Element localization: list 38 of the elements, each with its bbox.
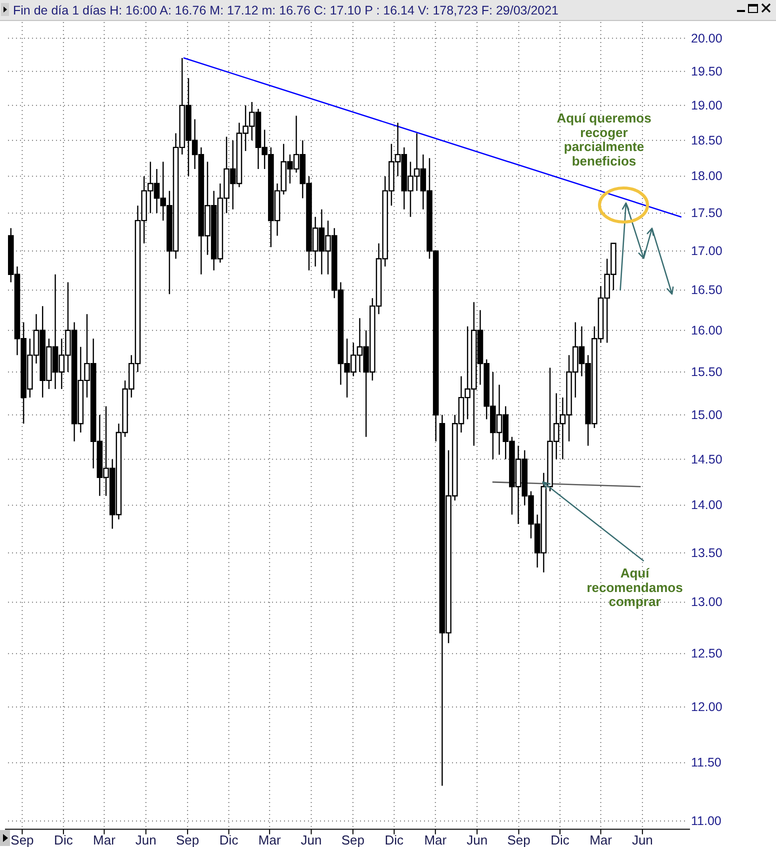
- y-tick-label: 18.00: [691, 169, 722, 184]
- chart-title: Fin de día 1 días H: 16:00 A: 16.76 M: 17.12 m: 16.76 C: 17.10 P : 16.14 V: 178,723 F: 29/03/2021: [13, 4, 559, 18]
- x-tick-label: Dic: [219, 832, 239, 847]
- y-tick-label: 16.50: [691, 283, 722, 298]
- y-tick-label: 15.00: [691, 408, 722, 422]
- annotation: Aquí queremos recoger parcialmente beneficios: [556, 110, 652, 168]
- y-tick-label: 11.50: [691, 756, 722, 770]
- x-tick-label: Sep: [176, 832, 200, 847]
- y-tick-label: 20.00: [691, 31, 722, 46]
- y-tick-label: 12.50: [691, 646, 722, 661]
- y-tick-label: 16.00: [691, 323, 722, 338]
- x-tick-label: Sep: [341, 832, 365, 847]
- x-tick-label: Dic: [550, 832, 570, 847]
- x-tick-label: Jun: [632, 832, 653, 847]
- y-tick-label: 17.50: [691, 206, 722, 220]
- x-tick-label: Mar: [590, 832, 613, 847]
- y-tick-label: 17.00: [691, 244, 722, 258]
- x-tick-label: Sep: [507, 832, 530, 847]
- y-tick-label: 15.50: [691, 364, 722, 379]
- annotation: Aquí recomendamos comprar: [586, 566, 683, 610]
- x-tick-label: Jun: [135, 832, 156, 847]
- y-tick-label: 19.50: [691, 64, 722, 78]
- y-tick-label: 19.00: [691, 98, 722, 112]
- y-tick-label: 13.50: [691, 546, 722, 560]
- y-tick-label: 18.50: [691, 133, 722, 148]
- y-tick-label: 11.00: [691, 814, 722, 828]
- x-tick-label: Sep: [10, 832, 34, 847]
- x-tick-label: Jun: [300, 832, 322, 847]
- x-tick-label: Dic: [54, 832, 74, 847]
- y-tick-label: 13.00: [691, 595, 722, 610]
- x-tick-label: Dic: [384, 832, 404, 847]
- x-tick-label: Mar: [424, 832, 448, 847]
- x-tick-label: Mar: [93, 832, 116, 847]
- y-tick-label: 12.00: [691, 700, 722, 714]
- x-tick-label: Mar: [258, 832, 282, 847]
- x-tick-label: Jun: [466, 832, 488, 847]
- y-tick-label: 14.50: [691, 452, 722, 466]
- y-tick-label: 14.00: [691, 498, 722, 512]
